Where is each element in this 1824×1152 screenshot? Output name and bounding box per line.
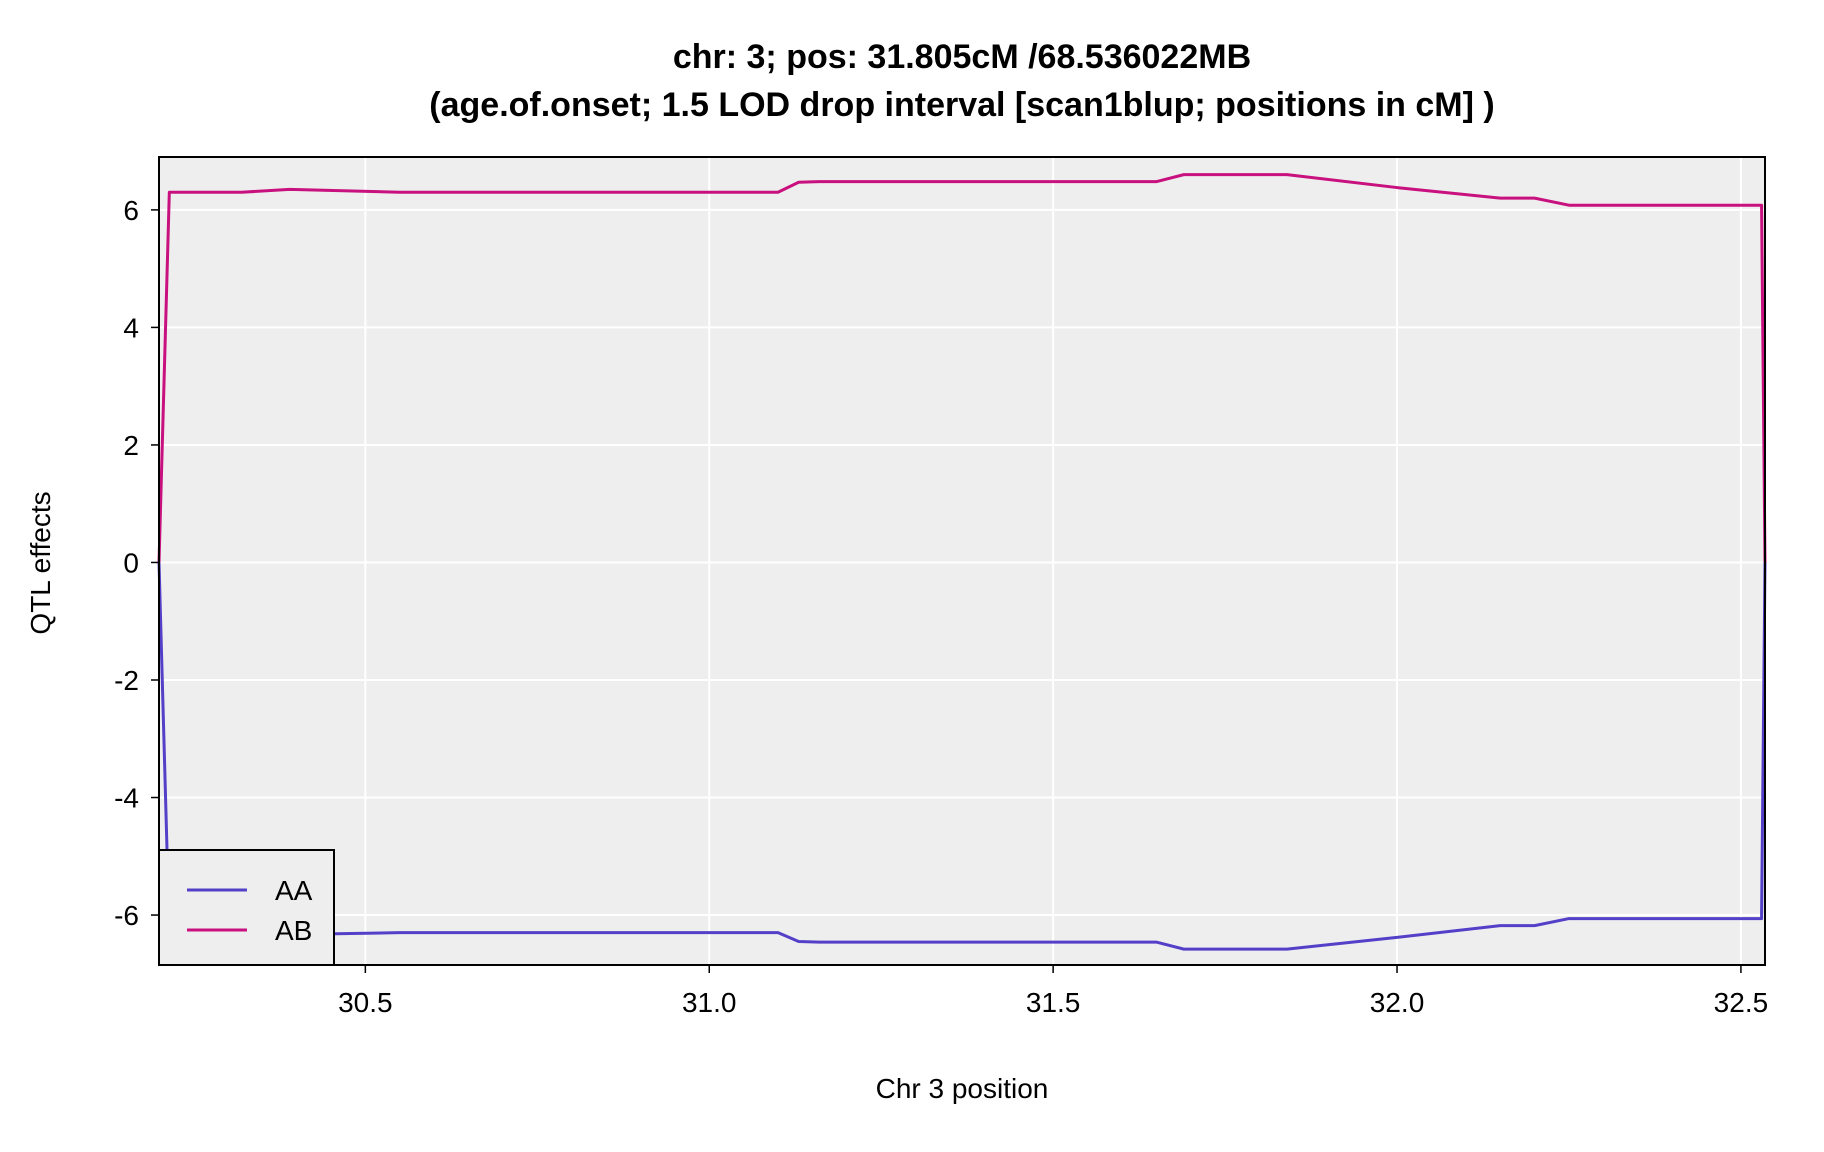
y-tick-label: 2 <box>123 430 139 461</box>
legend-label-ab: AB <box>275 915 312 946</box>
y-tick-label: 6 <box>123 195 139 226</box>
chart-title: chr: 3; pos: 31.805cM /68.536022MB <box>673 38 1251 76</box>
grid-lines <box>159 157 1765 965</box>
x-tick-label: 31.0 <box>682 987 737 1018</box>
y-axis-label: QTL effects <box>25 491 56 634</box>
y-tick-label: -2 <box>114 665 139 696</box>
y-tick-label: 0 <box>123 547 139 578</box>
plot-panel <box>159 157 1765 965</box>
y-tick-label: -4 <box>114 783 139 814</box>
legend-label-aa: AA <box>275 875 313 906</box>
x-axis-label: Chr 3 position <box>876 1073 1049 1104</box>
x-tick-label: 31.5 <box>1026 987 1081 1018</box>
y-tick-label: 4 <box>123 312 139 343</box>
x-tick-label: 30.5 <box>338 987 393 1018</box>
x-tick-label: 32.0 <box>1370 987 1425 1018</box>
legend-box <box>158 849 335 966</box>
series-line-ab <box>157 173 1767 563</box>
x-tick-label: 32.5 <box>1714 987 1769 1018</box>
x-axis-ticks: 30.5 31.0 31.5 32.0 32.5 <box>338 965 1768 1018</box>
legend: AA AB <box>158 849 335 966</box>
plot-frame <box>158 156 1766 966</box>
chart-subtitle: (age.of.onset; 1.5 LOD drop interval [sc… <box>429 86 1494 124</box>
y-tick-label: -6 <box>114 900 139 931</box>
y-axis-ticks: 6 4 2 0 -2 -4 -6 <box>114 195 159 931</box>
